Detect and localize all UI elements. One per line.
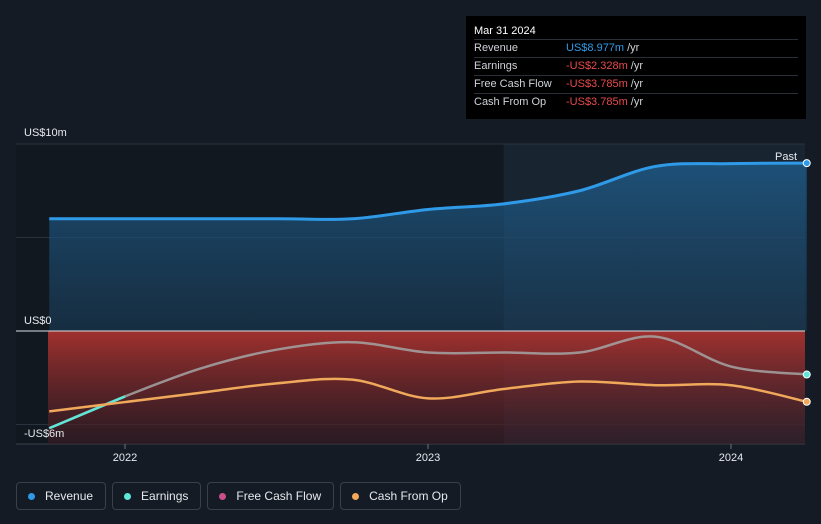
tooltip-row-label: Free Cash Flow (474, 78, 552, 90)
legend-dot-icon (28, 492, 35, 500)
x-tick-label: 2022 (113, 452, 137, 464)
legend-label: Revenue (45, 489, 94, 503)
legend-dot-icon (352, 492, 360, 500)
tooltip-row: Earnings -US$2.328m/yr (474, 57, 798, 75)
tooltip-row-value: US$8.977m (566, 42, 625, 54)
legend: Revenue Earnings Free Cash Flow Cash From O… (16, 482, 461, 510)
past-label: Past (775, 151, 797, 163)
tooltip-row-value: -US$3.785m (566, 78, 628, 90)
tooltip-row: Free Cash Flow -US$3.785m/yr (474, 75, 798, 93)
legend-dot-icon (124, 492, 132, 500)
tooltip-panel: Mar 31 2024 Revenue US$8.977m/yr Earnings -… (466, 16, 806, 119)
x-tick-label: 2024 (719, 452, 743, 464)
revenue-line (49, 161, 807, 221)
tooltip-row-value: -US$2.328m (566, 60, 628, 72)
legend-label: Earnings (141, 489, 189, 503)
tooltip-row-value: -US$3.785m (566, 96, 628, 108)
tooltip-row-unit: /yr (630, 78, 643, 90)
tooltip-row-unit: /yr (630, 60, 643, 72)
earnings-start-segment (48, 395, 126, 430)
tooltip-row: Cash From Op -US$3.785m/yr (474, 93, 798, 111)
series-end-dot (802, 159, 811, 168)
series-end-dot (802, 370, 811, 379)
tooltip-row-label: Earnings (474, 60, 518, 72)
tooltip-row-label: Cash From Op (474, 96, 547, 108)
cash-from-op-line (49, 377, 808, 413)
tooltip-row-unit: /yr (630, 96, 643, 108)
series-end-dot (802, 397, 811, 406)
tooltip-row-unit: /yr (627, 42, 640, 54)
legend-item-earnings[interactable]: Earnings (112, 482, 202, 510)
y-label-zero: US$0 (24, 315, 52, 327)
earnings-line (48, 335, 807, 430)
tooltip-row: Revenue US$8.977m/yr (474, 39, 798, 57)
tooltip-date: Mar 31 2024 (474, 25, 536, 37)
y-label-bottom: -US$6m (24, 428, 64, 440)
x-tick-label: 2023 (416, 452, 440, 464)
y-label-top: US$10m (24, 127, 67, 139)
legend-item-cash-from-op[interactable]: Cash From Op (340, 482, 461, 510)
revenue-area (49, 163, 807, 331)
legend-item-free-cash-flow[interactable]: Free Cash Flow (207, 482, 335, 510)
legend-dot-icon (219, 492, 227, 500)
tooltip-row-label: Revenue (474, 42, 519, 54)
legend-label: Free Cash Flow (236, 489, 322, 503)
legend-label: Cash From Op (369, 489, 448, 503)
legend-item-revenue[interactable]: Revenue (16, 482, 107, 510)
